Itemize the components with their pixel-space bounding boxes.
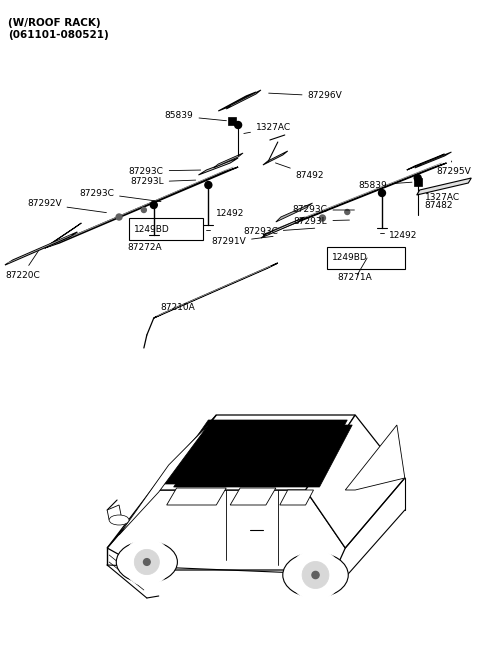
Circle shape (345, 209, 350, 215)
Polygon shape (174, 425, 352, 487)
Circle shape (312, 571, 319, 579)
Polygon shape (154, 263, 278, 318)
Text: 1249BD: 1249BD (134, 224, 170, 234)
Ellipse shape (109, 515, 129, 525)
Text: 87272A: 87272A (127, 243, 162, 253)
Circle shape (205, 182, 212, 188)
Text: 87293C: 87293C (79, 188, 161, 201)
Polygon shape (230, 488, 276, 505)
Ellipse shape (283, 552, 348, 598)
Ellipse shape (116, 541, 178, 583)
Text: 87293C: 87293C (292, 205, 354, 215)
Polygon shape (213, 153, 243, 168)
Text: 1327AC: 1327AC (419, 192, 460, 201)
Text: 87293L: 87293L (294, 216, 349, 226)
Polygon shape (306, 415, 405, 548)
Polygon shape (107, 505, 121, 520)
Polygon shape (226, 90, 261, 109)
Text: 85839: 85839 (358, 180, 412, 190)
Polygon shape (119, 425, 208, 535)
Polygon shape (218, 92, 256, 111)
Text: 87293C: 87293C (129, 167, 201, 176)
Circle shape (320, 215, 325, 221)
Polygon shape (198, 158, 238, 175)
Polygon shape (107, 415, 216, 548)
Circle shape (134, 550, 159, 575)
Bar (228, 117, 236, 125)
Polygon shape (417, 178, 471, 195)
Bar (327, 247, 405, 269)
Text: 87220C: 87220C (5, 251, 40, 279)
Polygon shape (280, 490, 313, 505)
Text: (061101-080521): (061101-080521) (8, 30, 108, 40)
Circle shape (123, 538, 170, 586)
Text: 87292V: 87292V (27, 199, 107, 213)
Text: (W/ROOF RACK): (W/ROOF RACK) (8, 18, 101, 28)
Text: 1249BD: 1249BD (332, 253, 368, 262)
Text: 1327AC: 1327AC (244, 123, 291, 133)
Circle shape (142, 207, 146, 213)
Circle shape (116, 214, 122, 220)
Text: 87210A: 87210A (161, 302, 195, 312)
Text: 87295V: 87295V (437, 161, 471, 176)
Text: 87291V: 87291V (211, 236, 273, 247)
Circle shape (290, 550, 341, 600)
Polygon shape (345, 425, 405, 490)
Text: 12492: 12492 (389, 232, 417, 241)
Polygon shape (5, 232, 77, 265)
Polygon shape (407, 154, 444, 170)
Circle shape (379, 190, 385, 197)
Text: 87293L: 87293L (130, 178, 196, 186)
Polygon shape (45, 167, 238, 248)
Polygon shape (415, 152, 452, 168)
Text: 87492: 87492 (276, 163, 324, 180)
Circle shape (144, 559, 150, 565)
Text: 87296V: 87296V (269, 91, 342, 100)
Text: 12492: 12492 (216, 209, 245, 218)
Text: 87482: 87482 (425, 201, 453, 209)
Bar (414, 178, 421, 186)
Text: 87293C: 87293C (243, 228, 315, 237)
Circle shape (414, 174, 421, 182)
Polygon shape (107, 490, 345, 570)
Circle shape (150, 201, 157, 209)
Text: 87271A: 87271A (337, 274, 372, 283)
Polygon shape (276, 203, 312, 222)
Polygon shape (261, 217, 305, 238)
Polygon shape (167, 488, 226, 505)
Circle shape (302, 562, 329, 588)
Polygon shape (164, 420, 347, 484)
Polygon shape (263, 151, 288, 165)
Polygon shape (45, 223, 81, 248)
Polygon shape (157, 415, 355, 490)
Polygon shape (263, 163, 446, 235)
Circle shape (235, 121, 241, 129)
Bar (129, 218, 204, 240)
Text: 85839: 85839 (165, 112, 227, 121)
